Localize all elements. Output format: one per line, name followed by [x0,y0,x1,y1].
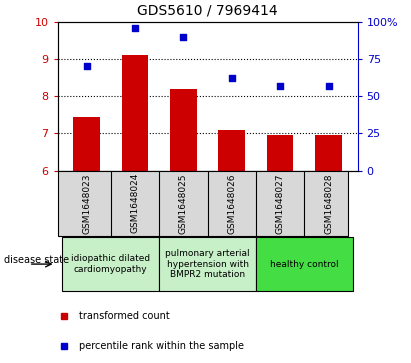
Text: healthy control: healthy control [270,260,339,269]
Point [325,83,332,89]
Bar [315,135,342,171]
Point [83,64,90,69]
Bar [170,89,197,171]
Text: GSM1648026: GSM1648026 [227,173,236,233]
Point [180,34,187,40]
Title: GDS5610 / 7969414: GDS5610 / 7969414 [137,4,278,18]
Point [229,76,235,81]
Text: GSM1648028: GSM1648028 [324,173,333,233]
Bar [267,135,293,171]
Point [277,83,284,89]
Text: GSM1648025: GSM1648025 [179,173,188,233]
Text: pulmonary arterial
hypertension with
BMPR2 mutation: pulmonary arterial hypertension with BMP… [165,249,250,279]
Text: idiopathic dilated
cardiomyopathy: idiopathic dilated cardiomyopathy [71,254,150,274]
Text: GSM1648024: GSM1648024 [130,173,139,233]
Text: percentile rank within the sample: percentile rank within the sample [79,341,244,351]
Text: transformed count: transformed count [79,311,169,321]
Bar [73,117,100,171]
FancyBboxPatch shape [58,171,348,236]
Point [132,25,138,30]
Text: GSM1648027: GSM1648027 [276,173,285,233]
FancyBboxPatch shape [62,237,159,291]
Text: disease state: disease state [4,256,69,265]
FancyBboxPatch shape [159,237,256,291]
Text: GSM1648023: GSM1648023 [82,173,91,233]
Bar [218,130,245,171]
Bar [122,55,148,171]
FancyBboxPatch shape [256,237,353,291]
